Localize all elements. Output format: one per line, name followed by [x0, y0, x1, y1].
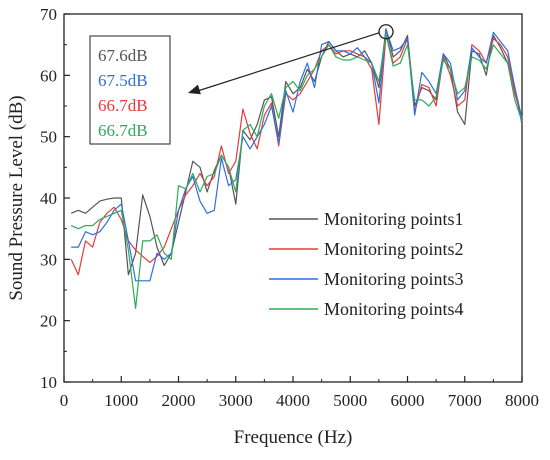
- y-tick-label: 50: [40, 128, 57, 147]
- x-tick-label: 2000: [162, 391, 196, 410]
- annotation-value: 67.5dB: [98, 71, 148, 90]
- series-line-3: [71, 28, 523, 282]
- y-tick-label: 60: [40, 66, 57, 85]
- y-tick-label: 10: [40, 373, 57, 392]
- x-tick-label: 4000: [276, 391, 310, 410]
- annotation-arrow: [188, 24, 394, 95]
- y-axis-ticks: 10 20 30 40 50 60 70: [40, 5, 70, 392]
- arrow-line: [195, 32, 380, 93]
- x-tick-label: 8000: [505, 391, 539, 410]
- x-axis-ticks: 0 1000 2000 3000 4000 5000 6000 7000 8000: [60, 376, 539, 410]
- x-tick-label: 3000: [219, 391, 253, 410]
- legend-label: Monitoring points1: [324, 209, 464, 229]
- legend-label: Monitoring points3: [324, 269, 464, 289]
- annotation-box: [89, 35, 171, 145]
- x-tick-label: 5000: [333, 391, 367, 410]
- y-tick-label: 30: [40, 250, 57, 269]
- legend: Monitoring points1 Monitoring points2 Moni…: [269, 209, 464, 319]
- series-lines: [70, 28, 523, 309]
- x-tick-label: 7000: [448, 391, 482, 410]
- series-line-4: [70, 33, 523, 309]
- peak-marker: [378, 24, 394, 40]
- y-tick-label: 20: [40, 312, 57, 331]
- annotation-value: 67.6dB: [98, 46, 148, 65]
- annotation-value: 66.7dB: [98, 121, 148, 140]
- series-line-1: [70, 28, 523, 276]
- x-tick-label: 6000: [391, 391, 425, 410]
- x-axis-title: Frequence (Hz): [234, 427, 353, 448]
- y-axis-title: Sound Pressure Level (dB): [6, 95, 27, 300]
- annotation-value: 66.7dB: [98, 96, 148, 115]
- y-tick-label: 40: [40, 189, 57, 208]
- arrow-head: [188, 84, 201, 95]
- x-tick-label: 1000: [104, 391, 138, 410]
- y-tick-label: 70: [40, 5, 57, 24]
- x-tick-label: 0: [60, 391, 69, 410]
- peak-annotation: 67.6dB 67.5dB 66.7dB 66.7dB: [89, 35, 171, 145]
- legend-label: Monitoring points4: [324, 299, 464, 319]
- legend-label: Monitoring points2: [324, 239, 464, 259]
